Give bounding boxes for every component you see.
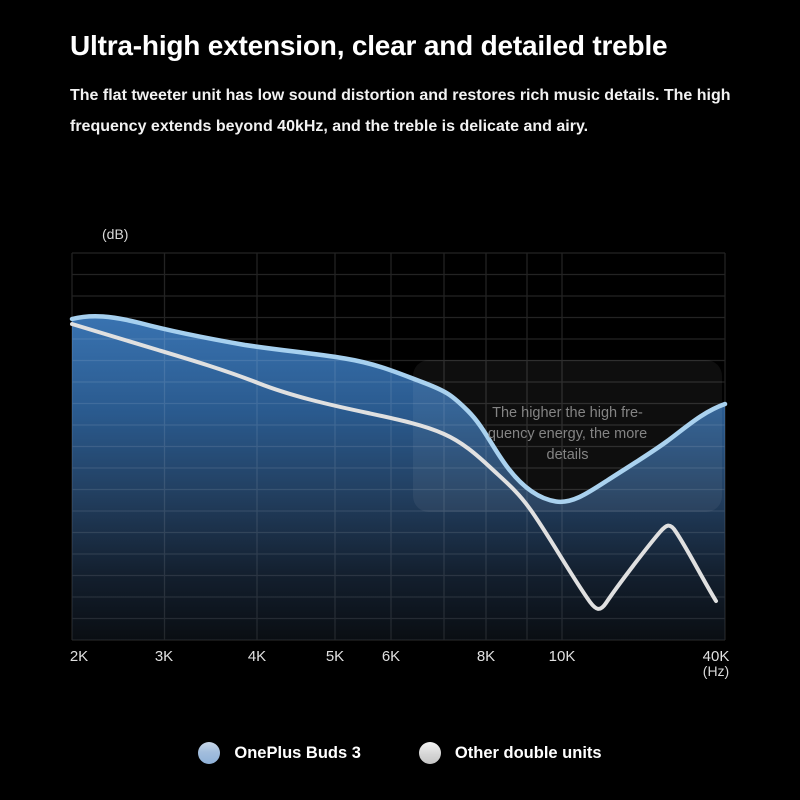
page-title: Ultra-high extension, clear and detailed…: [70, 30, 668, 61]
y-axis-unit-label: (dB): [102, 226, 129, 242]
x-tick-4k: 4K: [247, 648, 267, 665]
x-tick-10k: 10K: [548, 648, 576, 665]
x-tick-2k: 2K: [69, 648, 89, 665]
x-tick-8k: 8K: [476, 648, 496, 665]
legend-dot-other: [418, 742, 441, 764]
annotation-box: The higher the high fre- quency energy, …: [413, 360, 722, 512]
annotation-text: The higher the high fre- quency energy, …: [487, 405, 648, 463]
chart-grid-over-fill: [72, 316, 725, 640]
other-units-curve: [70, 322, 718, 611]
legend-label-other: Other double units: [454, 743, 602, 762]
x-tick-6k: 6K: [381, 648, 401, 665]
chart-legend: OnePlus Buds 3 Other double units: [0, 742, 800, 764]
x-tick-40k: 40K: [702, 648, 730, 665]
legend-item-buds: OnePlus Buds 3: [198, 742, 361, 764]
legend-dot-buds: [198, 742, 221, 764]
x-tick-3k: 3K: [154, 648, 174, 665]
page-subtitle: The flat tweeter unit has low sound dist…: [70, 87, 731, 135]
legend-item-other: Other double units: [418, 742, 602, 764]
buds3-curve: [69, 314, 728, 505]
legend-label-buds: OnePlus Buds 3: [234, 743, 361, 762]
x-axis-unit-label: (Hz): [702, 663, 730, 679]
x-tick-5k: 5K: [325, 648, 345, 665]
